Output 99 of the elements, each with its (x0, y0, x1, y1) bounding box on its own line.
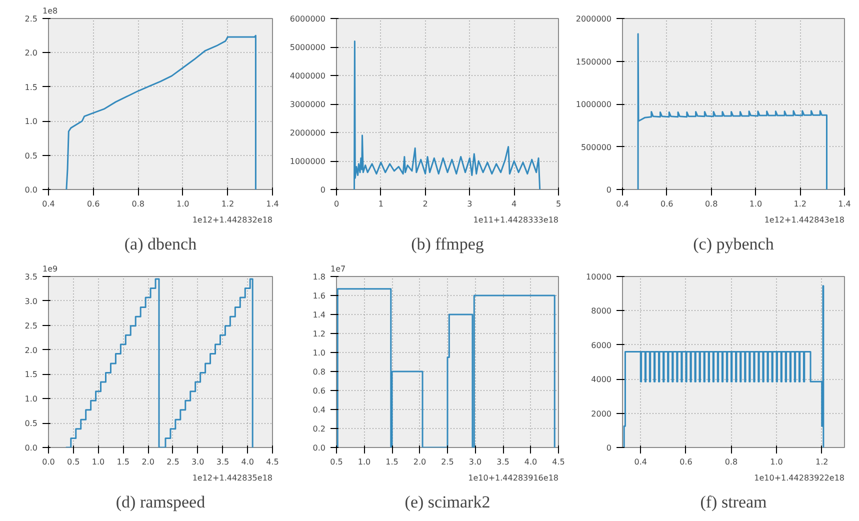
y-tick-label: 2.0 (24, 48, 38, 58)
x-tick-label: 0.4 (634, 458, 647, 466)
x-tick-label: 2.5 (441, 458, 454, 466)
x-tick-label: 4.0 (241, 458, 254, 466)
y-tick-label: 1.5 (24, 82, 38, 92)
text: 1e12+1.442843e18 (764, 216, 845, 224)
x-tick-label: 1.4 (266, 200, 279, 208)
y-tick-label: 4000 (591, 375, 612, 384)
y-tick-label: 500000 (580, 142, 612, 152)
text: 1e9 (42, 264, 58, 274)
x-tick-label: 2.5 (166, 458, 180, 466)
x-tick-label: 1.5 (386, 458, 398, 466)
y-tick-label: 6000 (591, 340, 612, 350)
y-tick-label: 1.0 (24, 117, 38, 126)
y-tick-label: 1.2 (312, 330, 326, 338)
text: 1e8 (42, 6, 58, 16)
x-tick-label: 0.8 (724, 458, 738, 466)
x-tick-label: 1.0 (749, 200, 762, 208)
y-tick-label: 0.4 (312, 406, 326, 414)
y-tick-label: 4000000 (290, 72, 326, 80)
x-tick-label: 1.0 (92, 458, 105, 466)
x-tick-label: 1.2 (221, 200, 234, 208)
x-tick-label: 1.2 (815, 458, 828, 466)
x-tick-label: 0.6 (86, 200, 100, 208)
y-tick-label: 2000 (591, 409, 612, 418)
x-tick-label: 0 (334, 200, 340, 208)
x-tick-label: 2 (422, 200, 428, 208)
y-tick-label: 10000 (586, 272, 612, 282)
text: 1e12+1.442832e18 (192, 216, 273, 224)
text: (f) stream (700, 492, 767, 512)
x-tick-label: 3.5 (216, 458, 230, 466)
text: 1e12+1.442835e18 (192, 474, 273, 482)
y-tick-label: 3.0 (24, 296, 38, 306)
y-tick-label: 3.5 (24, 272, 38, 282)
x-tick-label: 3 (467, 200, 472, 208)
y-tick-label: 0.0 (24, 444, 38, 452)
y-tick-label: 1.5 (24, 370, 38, 380)
x-tick-label: 0.6 (680, 458, 692, 466)
y-tick-label: 1.0 (24, 394, 38, 404)
x-tick-label: 0.0 (42, 458, 55, 466)
x-tick-label: 4.0 (524, 458, 538, 466)
y-tick-label: 2000000 (290, 128, 326, 138)
y-tick-label: 2000000 (576, 14, 612, 24)
x-tick-label: 2.0 (142, 458, 154, 466)
x-tick-label: 5 (556, 200, 562, 208)
y-tick-label: 0 (320, 186, 326, 194)
x-tick-label: 0.5 (67, 458, 80, 466)
x-tick-label: 4 (512, 200, 517, 208)
text: 1e10+1.44283916e18 (468, 474, 559, 482)
x-tick-label: 1.4 (838, 200, 851, 208)
y-tick-label: 0.2 (312, 424, 326, 434)
y-tick-label: 1.0 (312, 348, 326, 358)
x-tick-label: 3.0 (191, 458, 204, 466)
y-tick-label: 1500000 (576, 57, 612, 66)
x-tick-label: 0.8 (132, 200, 144, 208)
y-tick-label: 0.6 (312, 386, 326, 396)
text: 1e7 (330, 264, 346, 274)
x-tick-label: 0.4 (42, 200, 55, 208)
x-tick-label: 1.0 (358, 458, 371, 466)
x-tick-label: 0.6 (660, 200, 674, 208)
text: 1e11+1.4428333e18 (473, 216, 559, 224)
x-tick-label: 1.5 (116, 458, 130, 466)
y-tick-label: 2.0 (24, 346, 38, 355)
text: (a) dbench (124, 234, 198, 254)
y-tick-label: 0.5 (24, 151, 38, 160)
x-tick-label: 1.0 (176, 200, 190, 208)
y-tick-label: 1000000 (576, 100, 612, 109)
y-tick-label: 1.8 (312, 272, 326, 282)
x-tick-label: 0.8 (704, 200, 718, 208)
y-tick-label: 8000 (591, 306, 612, 316)
y-tick-label: 1000000 (290, 157, 326, 166)
y-tick-label: 2.5 (24, 321, 38, 330)
x-tick-label: 1.2 (794, 200, 806, 208)
y-tick-label: 0.0 (24, 186, 38, 194)
y-tick-label: 1.6 (312, 292, 326, 300)
text: (e) scimark2 (404, 492, 490, 512)
x-tick-label: 4.5 (266, 458, 279, 466)
y-tick-label: 1.4 (312, 310, 326, 320)
y-tick-label: 2.5 (24, 14, 38, 24)
x-tick-label: 3.0 (468, 458, 482, 466)
x-tick-label: 3.5 (496, 458, 510, 466)
text: (b) ffmpeg (411, 234, 484, 254)
x-tick-label: 2.0 (413, 458, 426, 466)
y-tick-label: 0.5 (24, 419, 38, 428)
text: 1e10+1.44283922e18 (754, 474, 845, 482)
y-tick-label: 0 (606, 186, 612, 194)
y-tick-label: 0.0 (312, 444, 326, 452)
y-tick-label: 6000000 (290, 14, 326, 24)
x-tick-label: 4.5 (552, 458, 565, 466)
x-tick-label: 1.0 (770, 458, 783, 466)
y-tick-label: 3000000 (290, 100, 326, 109)
x-tick-label: 1 (378, 200, 384, 208)
x-tick-label: 0.4 (616, 200, 629, 208)
x-tick-label: 0.5 (330, 458, 343, 466)
y-tick-label: 0.8 (312, 368, 326, 376)
y-tick-label: 5000000 (290, 43, 326, 52)
y-tick-label: 0 (606, 444, 612, 452)
text: (d) ramspeed (116, 492, 206, 512)
text: (c) pybench (693, 234, 774, 254)
